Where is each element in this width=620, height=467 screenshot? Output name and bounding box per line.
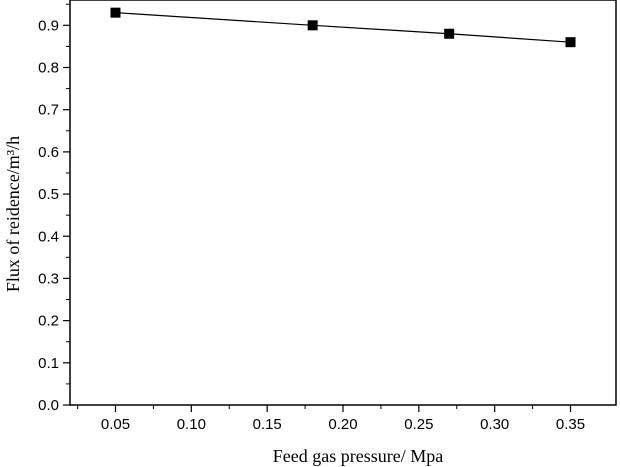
x-tick-label: 0.05 [101, 416, 130, 433]
x-tick-label: 0.20 [328, 416, 357, 433]
data-point-marker [307, 20, 318, 31]
x-axis-title: Feed gas pressure/ Mpa [273, 446, 443, 466]
y-tick-label: 0.3 [38, 270, 59, 287]
y-tick-label: 0.0 [38, 397, 59, 414]
y-tick-label: 0.8 [38, 60, 59, 77]
y-tick-label: 0.5 [38, 186, 59, 203]
y-tick-label: 0.6 [38, 144, 59, 161]
series-line [115, 12, 571, 43]
x-tick-label: 0.25 [404, 416, 433, 433]
y-tick-label: 0.4 [38, 228, 59, 245]
data-point-marker [444, 28, 455, 39]
y-tick-label: 0.9 [38, 17, 59, 34]
y-tick-label: 0.2 [38, 313, 59, 330]
data-point-marker [565, 37, 576, 48]
x-tick-label: 0.15 [253, 416, 282, 433]
x-tick-label: 0.10 [177, 416, 206, 433]
x-tick-label: 0.35 [556, 416, 585, 433]
data-point-marker [110, 7, 121, 18]
plot-frame [69, 0, 617, 406]
y-axis-title: Flux of reidence/m³/h [3, 136, 23, 292]
y-tick-label: 0.1 [38, 355, 59, 372]
y-tick-label: 0.7 [38, 102, 59, 119]
x-tick-label: 0.30 [480, 416, 509, 433]
